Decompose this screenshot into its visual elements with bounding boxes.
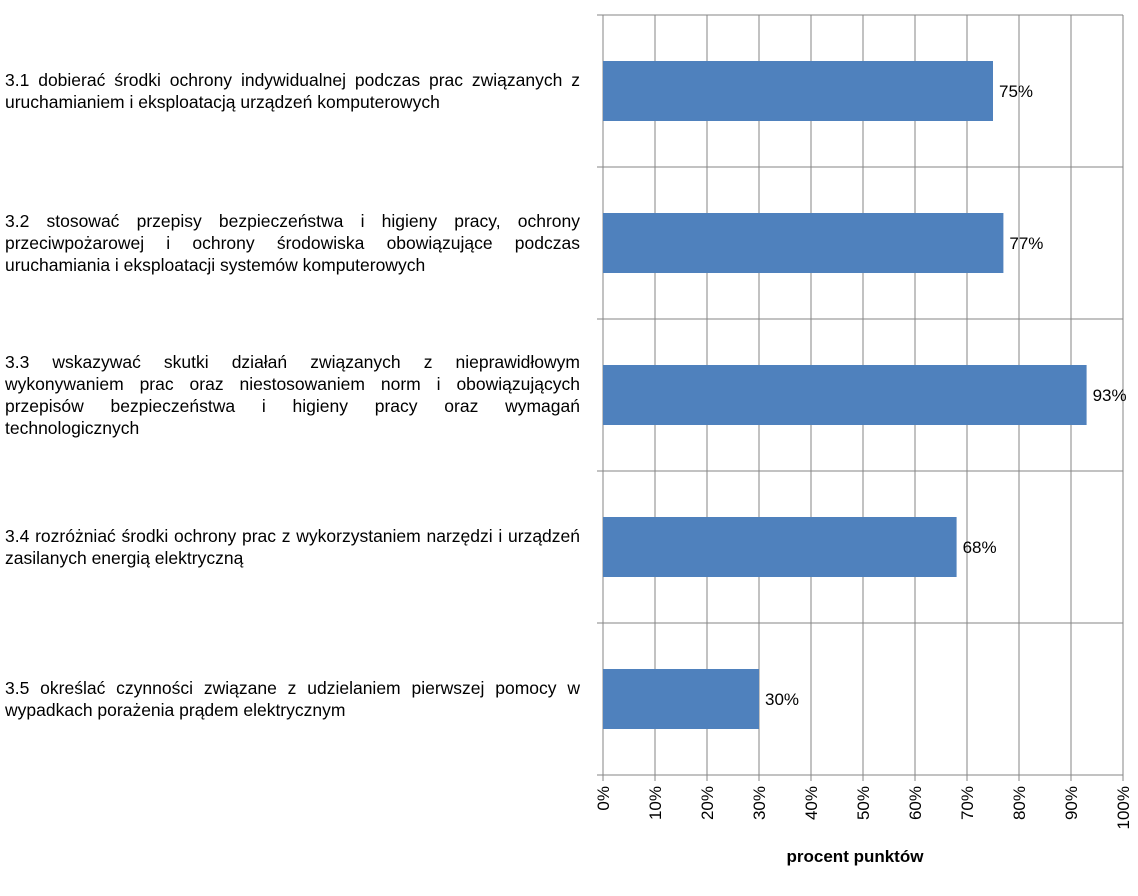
bar — [603, 213, 1004, 273]
value-label: 30% — [765, 690, 799, 709]
x-tick-label: 100% — [1114, 786, 1133, 829]
category-label-box: 3.1 dobierać środki ochrony indywidualne… — [5, 15, 580, 167]
bar — [603, 61, 993, 121]
category-label-box: 3.3 wskazywać skutki działań związanych … — [5, 319, 580, 471]
x-tick-label: 50% — [854, 786, 873, 820]
bar — [603, 669, 759, 729]
x-axis-title: procent punktów — [787, 847, 925, 866]
category-label: 3.4 rozróżniać środki ochrony prac z wyk… — [5, 526, 580, 568]
x-tick-label: 0% — [594, 786, 613, 811]
value-label: 93% — [1093, 386, 1127, 405]
category-label: 3.3 wskazywać skutki działań związanych … — [5, 352, 580, 438]
x-tick-label: 40% — [802, 786, 821, 820]
x-tick-label: 70% — [958, 786, 977, 820]
x-tick-label: 30% — [750, 786, 769, 820]
bar — [603, 365, 1087, 425]
bar — [603, 517, 957, 577]
category-label-box: 3.2 stosować przepisy bezpieczeństwa i h… — [5, 167, 580, 319]
x-tick-label: 90% — [1062, 786, 1081, 820]
category-label-box: 3.4 rozróżniać środki ochrony prac z wyk… — [5, 471, 580, 623]
category-label: 3.5 określać czynności związane z udziel… — [5, 678, 580, 720]
value-label: 75% — [999, 82, 1033, 101]
x-tick-label: 20% — [698, 786, 717, 820]
x-tick-label: 80% — [1010, 786, 1029, 820]
value-label: 68% — [963, 538, 997, 557]
category-label: 3.2 stosować przepisy bezpieczeństwa i h… — [5, 211, 580, 275]
x-tick-label: 10% — [646, 786, 665, 820]
x-tick-label: 60% — [906, 786, 925, 820]
category-label: 3.1 dobierać środki ochrony indywidualne… — [5, 70, 580, 112]
value-label: 77% — [1009, 234, 1043, 253]
category-label-box: 3.5 określać czynności związane z udziel… — [5, 623, 580, 775]
